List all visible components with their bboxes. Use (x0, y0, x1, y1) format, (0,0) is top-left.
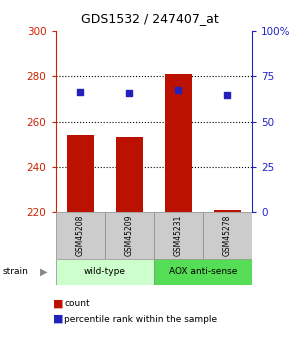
Point (127, 90, 132, 96)
Text: GDS1532 / 247407_at: GDS1532 / 247407_at (81, 12, 219, 25)
Bar (165, 74, 192, 212)
Text: GSM45278: GSM45278 (223, 215, 232, 256)
Text: GSM45231: GSM45231 (174, 215, 183, 256)
Text: ■: ■ (52, 314, 63, 324)
Bar (154, 259, 252, 285)
Text: wild-type: wild-type (84, 267, 126, 276)
Text: GSM45208: GSM45208 (76, 215, 85, 256)
Text: GSM45209: GSM45209 (125, 215, 134, 256)
Bar (105, 212, 154, 259)
Text: count: count (64, 299, 90, 308)
Text: ▶: ▶ (40, 267, 47, 277)
Text: strain: strain (3, 267, 29, 276)
Bar (214, 210, 241, 212)
Bar (154, 212, 203, 259)
Point (225, 92, 230, 98)
Bar (56, 259, 154, 285)
Bar (116, 137, 143, 212)
Point (78, 89, 82, 95)
Bar (67, 135, 94, 212)
Text: ■: ■ (52, 299, 63, 308)
Text: percentile rank within the sample: percentile rank within the sample (64, 315, 218, 324)
Text: AOX anti-sense: AOX anti-sense (169, 267, 237, 276)
Bar (56, 212, 105, 259)
Point (176, 88, 181, 93)
Bar (203, 212, 252, 259)
